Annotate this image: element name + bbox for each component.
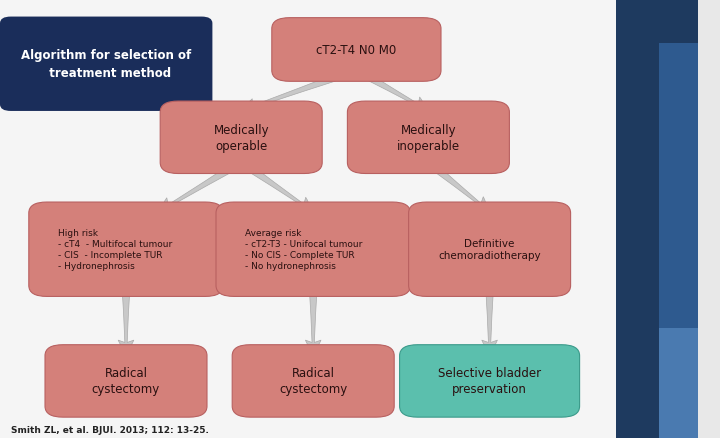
Text: Definitive
chemoradiotherapy: Definitive chemoradiotherapy (438, 238, 541, 261)
FancyBboxPatch shape (232, 345, 395, 417)
Text: Medically
operable: Medically operable (213, 124, 269, 152)
FancyBboxPatch shape (347, 102, 509, 174)
Text: cT2-T4 N0 M0: cT2-T4 N0 M0 (316, 44, 397, 57)
Bar (616, 0, 659, 438)
FancyBboxPatch shape (45, 345, 207, 417)
FancyBboxPatch shape (161, 102, 323, 174)
FancyBboxPatch shape (400, 345, 580, 417)
FancyBboxPatch shape (0, 18, 212, 112)
Bar (659, 328, 698, 438)
Bar (659, 44, 698, 328)
Text: Radical
cystectomy: Radical cystectomy (279, 367, 347, 396)
Text: Average risk
- cT2-T3 - Unifocal tumour
- No CIS - Complete TUR
- No hydronephro: Average risk - cT2-T3 - Unifocal tumour … (245, 229, 362, 271)
FancyBboxPatch shape (0, 0, 616, 438)
FancyBboxPatch shape (271, 18, 441, 82)
Text: Medically
inoperable: Medically inoperable (397, 124, 460, 152)
FancyBboxPatch shape (29, 202, 223, 297)
Text: Selective bladder
preservation: Selective bladder preservation (438, 367, 541, 396)
Text: Algorithm for selection of
  treatment method: Algorithm for selection of treatment met… (21, 49, 192, 80)
FancyBboxPatch shape (409, 202, 571, 297)
Bar (659, 0, 698, 44)
FancyBboxPatch shape (216, 202, 410, 297)
Text: Radical
cystectomy: Radical cystectomy (92, 367, 160, 396)
Text: High risk
- cT4  - Multifocal tumour
- CIS  - Incomplete TUR
- Hydronephrosis: High risk - cT4 - Multifocal tumour - CI… (58, 229, 172, 271)
Text: Smith ZL, et al. BJUI. 2013; 112: 13-25.: Smith ZL, et al. BJUI. 2013; 112: 13-25. (11, 424, 209, 434)
